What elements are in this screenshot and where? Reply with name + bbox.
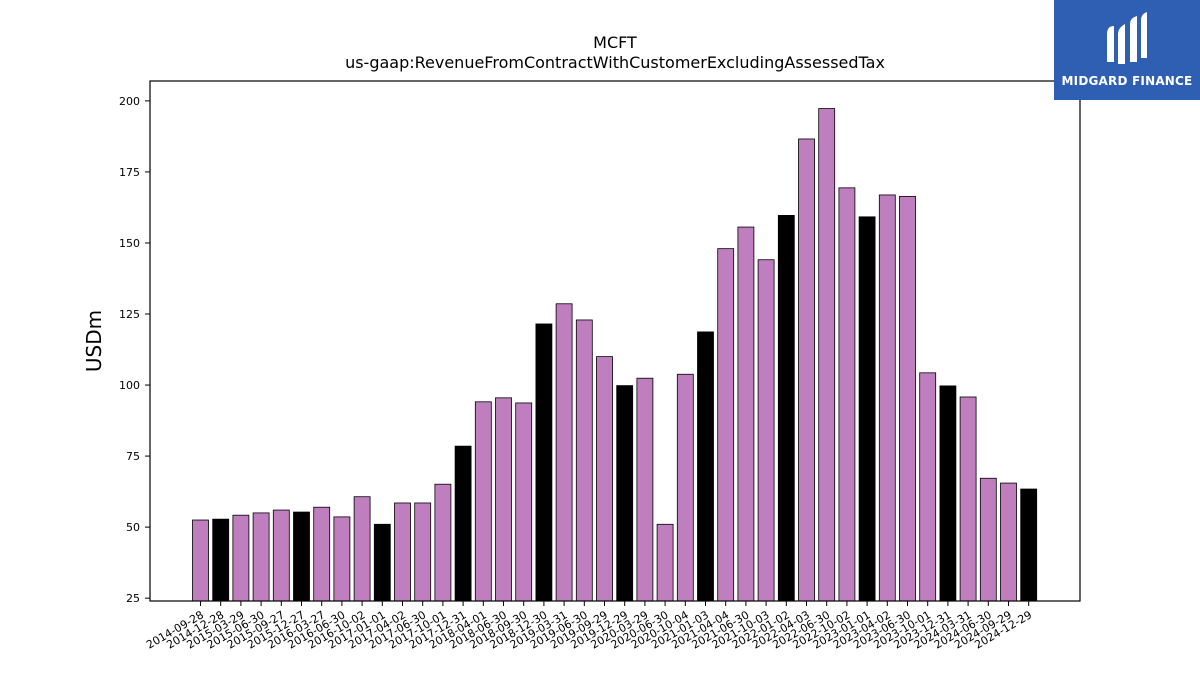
y-tick-label: 100 xyxy=(119,379,140,392)
chart-subtitle: us-gaap:RevenueFromContractWithCustomerE… xyxy=(345,53,885,72)
bar-2024-09-29 xyxy=(1000,482,1017,602)
y-axis-label: USDm xyxy=(82,310,106,372)
bar-2022-06-30 xyxy=(818,108,836,602)
brand-logo: MIDGARD FINANCE xyxy=(1054,0,1200,100)
bar-2021-10-03 xyxy=(757,259,775,602)
y-tick-label: 150 xyxy=(119,237,140,250)
x-axis: 2014-09-282014-12-282015-03-292015-06-30… xyxy=(144,601,1034,652)
bar-2015-03-29 xyxy=(232,514,250,602)
bar-2016-10-02 xyxy=(353,496,371,602)
bar-2019-06-30 xyxy=(575,319,593,602)
bar-2024-12-29 xyxy=(1020,488,1038,602)
y-tick-label: 25 xyxy=(126,592,140,605)
bar-2021-01-03 xyxy=(697,331,714,602)
bar-2016-06-30 xyxy=(333,516,351,602)
bar-2017-06-30 xyxy=(414,502,432,602)
bar-2024-03-31 xyxy=(959,396,977,602)
bar-2019-12-29 xyxy=(616,385,634,602)
bar-2023-12-31 xyxy=(939,385,957,602)
bar-2017-04-02 xyxy=(394,502,411,602)
bars-group xyxy=(192,108,1038,602)
bar-2023-01-01 xyxy=(858,216,876,602)
bar-2014-09-28 xyxy=(192,519,209,602)
chart-title: MCFT xyxy=(593,33,637,52)
bar-2021-04-04 xyxy=(717,248,735,602)
bar-2014-12-28 xyxy=(212,518,230,602)
bar-2023-04-02 xyxy=(878,194,896,602)
bar-2020-06-30 xyxy=(656,523,674,602)
bar-2019-09-29 xyxy=(596,356,613,602)
y-tick-label: 75 xyxy=(126,450,140,463)
y-tick-label: 50 xyxy=(126,521,140,534)
bar-2022-04-03 xyxy=(798,138,815,602)
bar-2024-06-30 xyxy=(979,477,997,602)
midgard-m-logo-icon xyxy=(1107,12,1147,64)
bar-2015-06-30 xyxy=(252,512,270,602)
y-axis: 25 50 75 100 125 150 175 200 xyxy=(119,95,150,605)
bar-2017-01-01 xyxy=(373,523,391,602)
bar-2015-09-27 xyxy=(272,509,290,602)
bar-2017-10-01 xyxy=(434,483,452,602)
bar-2020-03-29 xyxy=(636,377,654,602)
bar-2015-12-27 xyxy=(293,511,310,602)
bar-2018-04-01 xyxy=(474,401,492,602)
bar-2021-06-30 xyxy=(737,226,755,602)
y-tick-label: 200 xyxy=(119,95,140,108)
brand-name: MIDGARD FINANCE xyxy=(1061,74,1193,88)
bar-2023-06-30 xyxy=(899,195,916,602)
y-tick-label: 125 xyxy=(119,308,140,321)
plot-frame xyxy=(149,80,1081,602)
bar-2018-09-30 xyxy=(515,402,533,602)
bar-2019-03-31 xyxy=(555,303,573,602)
bar-2020-10-04 xyxy=(676,373,694,602)
bar-2017-12-31 xyxy=(454,445,472,602)
bar-2018-12-30 xyxy=(535,323,553,602)
y-tick-label: 175 xyxy=(119,166,140,179)
bar-2022-01-02 xyxy=(777,214,795,602)
bar-2022-10-02 xyxy=(838,187,856,602)
bar-2023-10-01 xyxy=(919,372,937,602)
bar-2016-03-27 xyxy=(313,506,331,602)
bar-2018-06-30 xyxy=(495,397,512,602)
